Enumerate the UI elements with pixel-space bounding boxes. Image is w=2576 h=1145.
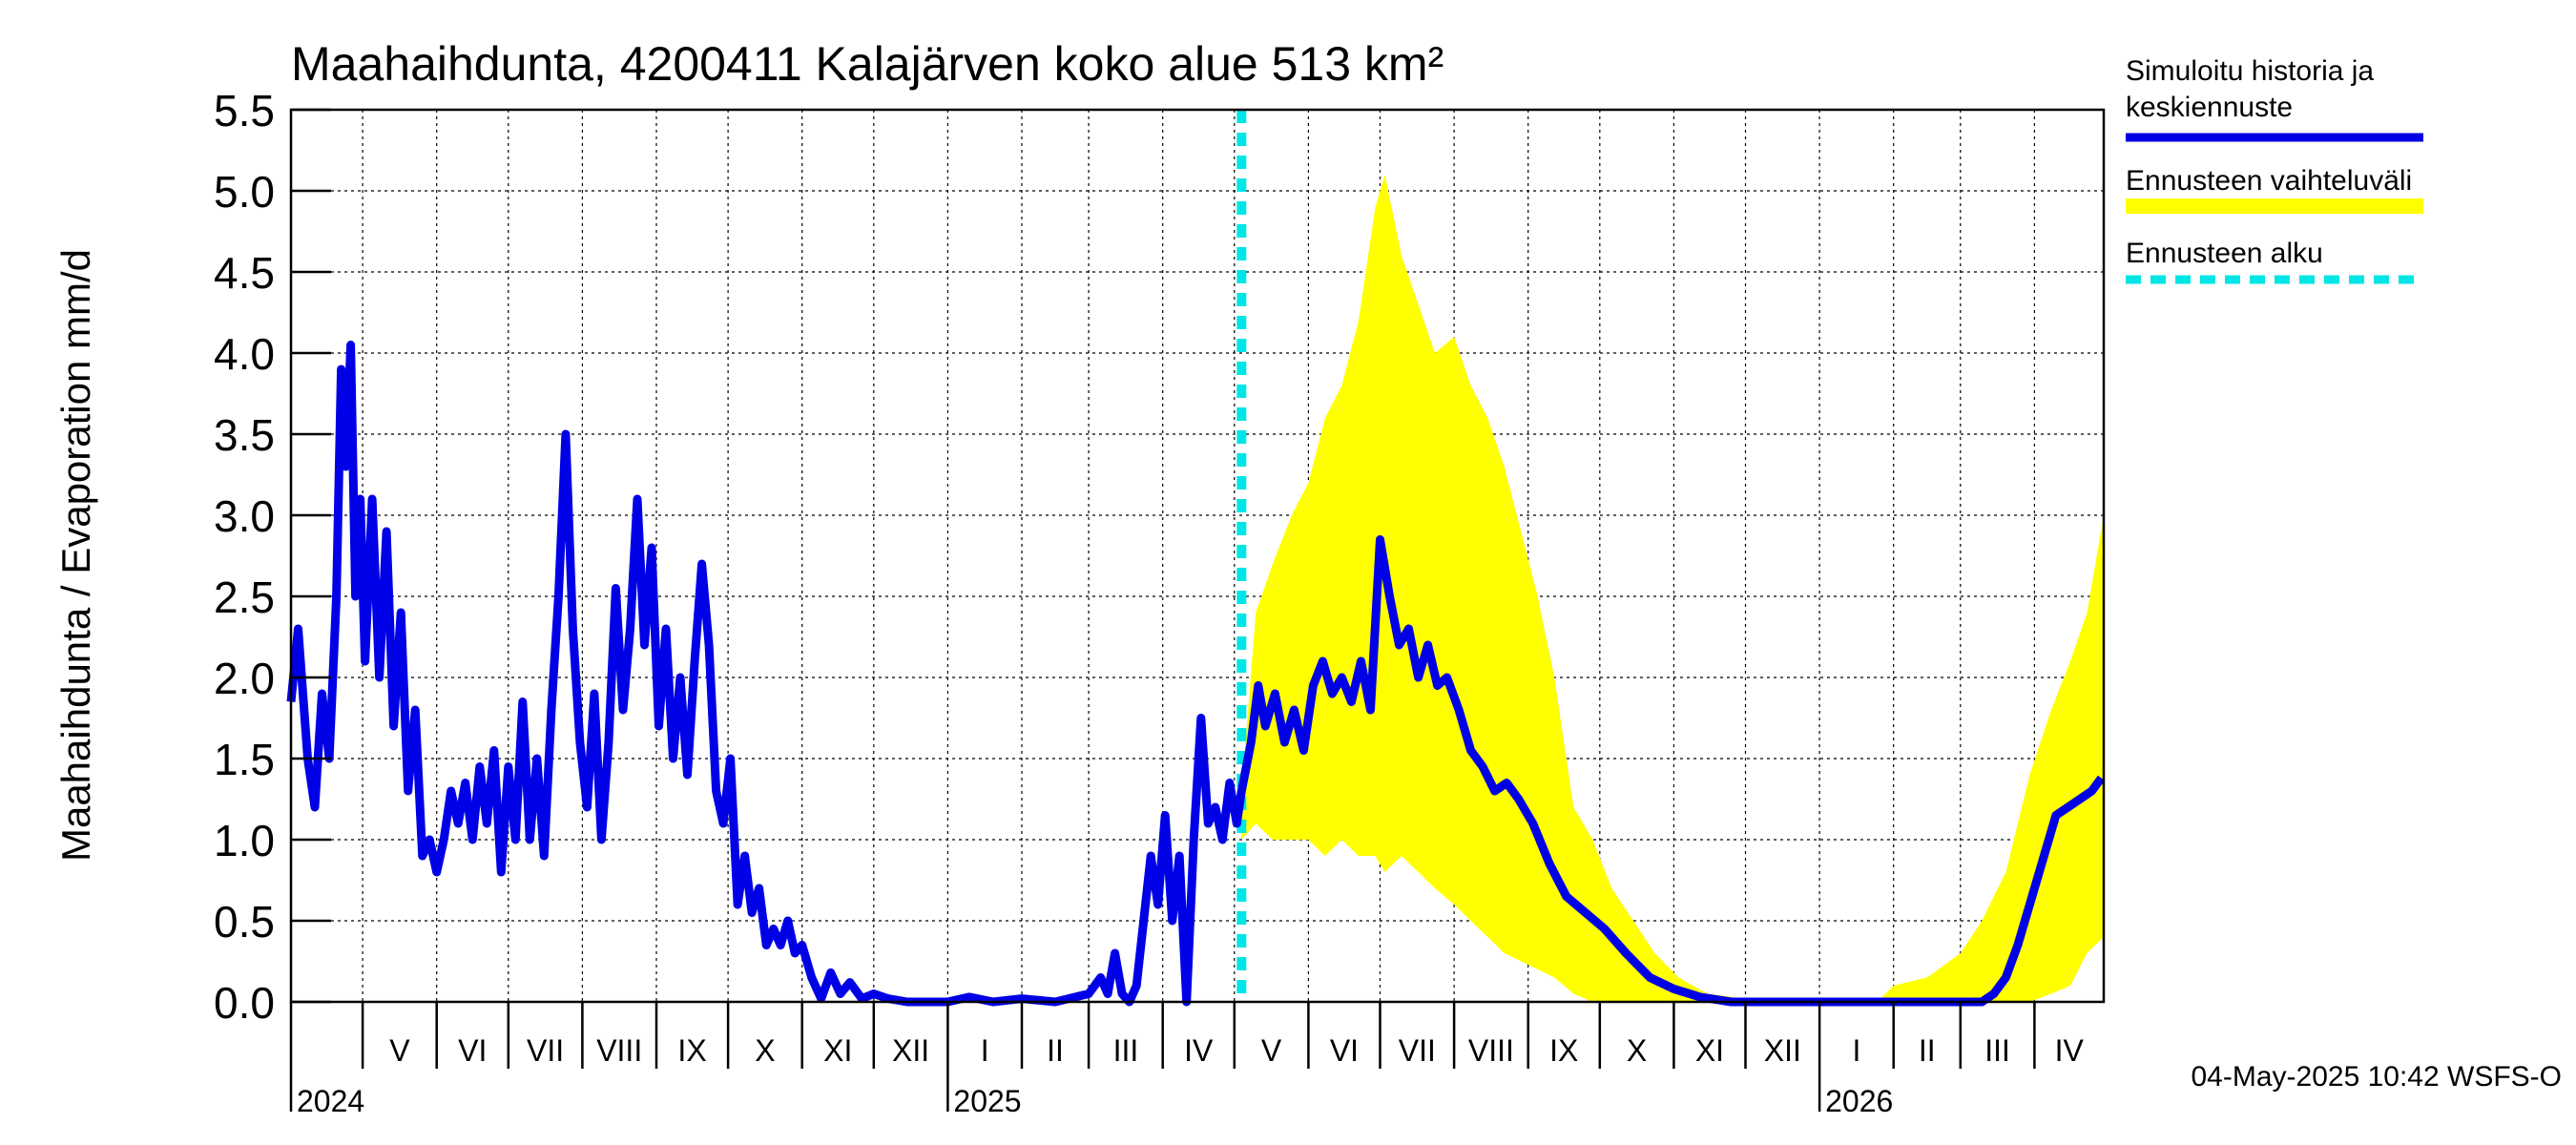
chart-title: Maahaihdunta, 4200411 Kalajärven koko al…	[291, 37, 1444, 91]
month-label: III	[1113, 1033, 1139, 1068]
y-tick-label: 2.0	[214, 654, 275, 703]
y-axis-label: Maahaihdunta / Evaporation mm/d	[53, 249, 98, 862]
legend-entry-2-label: Ennusteen vaihteluväli	[2126, 165, 2412, 197]
month-label: V	[389, 1033, 410, 1068]
month-label: X	[1627, 1033, 1647, 1068]
horizontal-gridlines	[291, 190, 2104, 922]
month-label: IV	[1184, 1033, 1214, 1068]
month-label: IV	[2055, 1033, 2085, 1068]
month-label: XI	[823, 1033, 852, 1068]
series-line	[286, 341, 2106, 1007]
y-tick-label: 2.5	[214, 572, 275, 622]
month-label: II	[1919, 1033, 1936, 1068]
month-label: XI	[1695, 1033, 1724, 1068]
month-label: II	[1047, 1033, 1064, 1068]
month-label: IX	[677, 1033, 706, 1068]
month-label: XII	[1764, 1033, 1801, 1068]
y-tick-label: 0.5	[214, 897, 275, 947]
month-label: XII	[892, 1033, 929, 1068]
x-axis: V VI VII VIII IX X XI XII I II III IV V VI VII VIII IX X X…	[289, 1002, 2085, 1118]
month-label: III	[1984, 1033, 2010, 1068]
month-label: VI	[1330, 1033, 1359, 1068]
legend-entry-3-label: Ennusteen alku	[2126, 238, 2323, 269]
forecast-range-band	[1241, 175, 2104, 1002]
month-label: VIII	[596, 1033, 642, 1068]
plot-frame	[289, 108, 2106, 1004]
month-label: V	[1261, 1033, 1282, 1068]
legend-entry-1-label-line2: keskiennuste	[2126, 92, 2293, 123]
y-axis: 0.0 0.5 1.0 1.5 2.0 2.5 3.0 3.5 4.0 4.5 5.0 5.5	[214, 86, 331, 1028]
y-tick-label: 5.5	[214, 86, 275, 135]
month-label: X	[755, 1033, 775, 1068]
year-label: 2026	[1825, 1084, 1893, 1118]
legend: Simuloitu historia ja keskiennuste Ennus…	[2126, 55, 2423, 284]
year-label: 2025	[953, 1084, 1021, 1118]
y-tick-label: 1.5	[214, 735, 275, 784]
y-tick-label: 4.0	[214, 329, 275, 379]
y-tick-label: 1.0	[214, 816, 275, 865]
month-label: I	[1852, 1033, 1860, 1068]
month-label: VII	[527, 1033, 564, 1068]
month-label: VIII	[1468, 1033, 1514, 1068]
plot-area	[286, 108, 2106, 1007]
y-tick-label: 5.0	[214, 167, 275, 217]
month-label: VII	[1399, 1033, 1436, 1068]
month-label: IX	[1549, 1033, 1578, 1068]
month-label: VI	[458, 1033, 487, 1068]
footer-timestamp: 04-May-2025 10:42 WSFS-O	[2192, 1061, 2563, 1093]
year-label: 2024	[297, 1084, 364, 1118]
y-tick-label: 3.0	[214, 491, 275, 541]
month-label: I	[981, 1033, 989, 1068]
y-tick-label: 3.5	[214, 410, 275, 460]
y-tick-label: 4.5	[214, 248, 275, 298]
legend-entry-1-label-line1: Simuloitu historia ja	[2126, 55, 2374, 87]
y-tick-label: 0.0	[214, 978, 275, 1028]
